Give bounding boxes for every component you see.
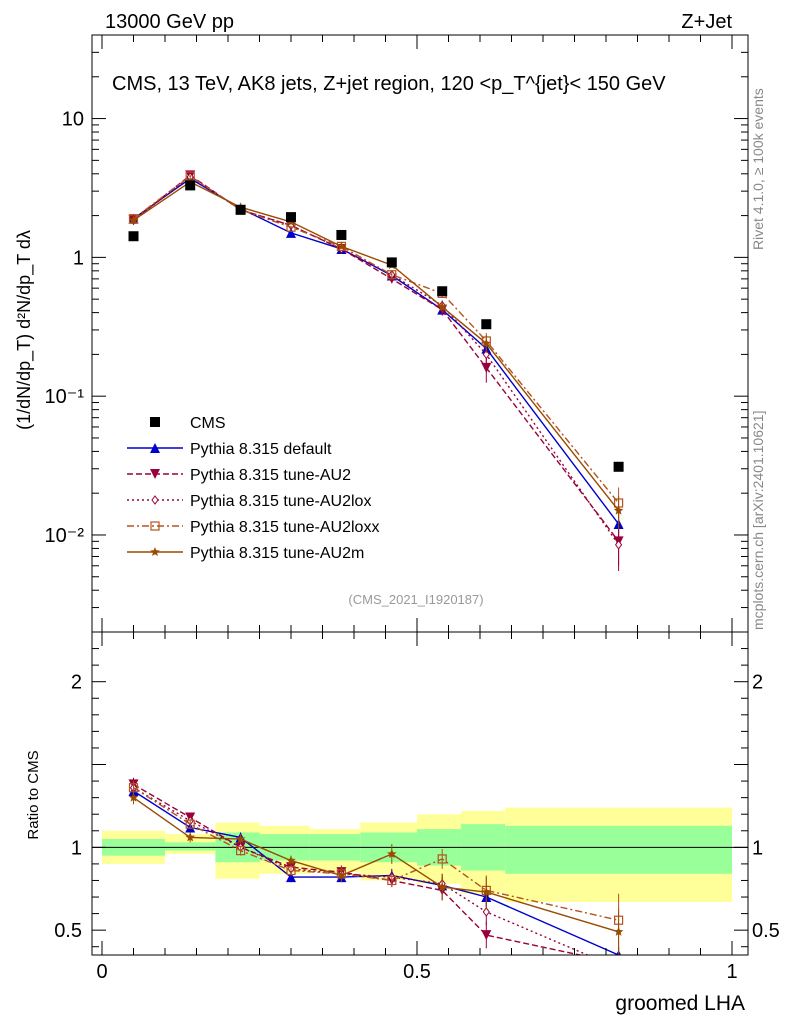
x-axis-label: groomed LHA <box>615 992 745 1015</box>
cms-point <box>128 231 139 242</box>
ratio-y-tick-label: 0.5 <box>54 920 82 942</box>
series-point <box>614 539 623 550</box>
cms-point <box>286 212 296 223</box>
ratio-point <box>387 849 397 858</box>
uncertainty-band-inner <box>165 842 216 851</box>
process-label: Z+Jet <box>681 11 732 33</box>
series-point <box>437 301 447 311</box>
ratio-point <box>481 887 492 897</box>
ratio-y-tick-label-right: 1 <box>752 837 763 859</box>
mcplots-label: mcplots.cern.ch [arXiv:2401.10621] <box>750 411 766 630</box>
rivet-label: Rivet 4.1.0, ≥ 100k events <box>750 88 766 250</box>
legend-marker <box>151 495 159 505</box>
ratio-point <box>616 964 622 972</box>
legend-marker <box>150 521 160 531</box>
cms-point <box>437 286 448 297</box>
legend-label: Pythia 8.315 tune-AU2loxx <box>190 519 379 536</box>
ratio-frame <box>91 631 749 956</box>
cms-point <box>481 319 492 330</box>
ratio-point <box>128 792 139 802</box>
ratio-y-tick-label-right: 2 <box>752 672 763 694</box>
legend-label: Pythia 8.315 tune-AU2lox <box>190 493 371 510</box>
cms-point <box>613 461 624 472</box>
ratio-point <box>236 846 246 856</box>
series-point <box>387 270 397 280</box>
series-line <box>133 181 620 511</box>
y-tick-label: 10 <box>62 109 84 131</box>
ratio-point <box>613 926 624 936</box>
ratio-point <box>185 819 195 829</box>
series-point <box>286 227 296 238</box>
ratio-point <box>437 882 447 892</box>
ratio-y-axis-label: Ratio to CMS <box>25 750 42 839</box>
ratio-point <box>437 854 447 864</box>
uncertainty-band-inner <box>505 825 732 874</box>
series-point <box>128 215 139 225</box>
ratio-panel: 2 2 1 1 0.5 0.5 Ratio to CMS 0 0.5 1 groomed LHA <box>25 631 780 1015</box>
series-point <box>481 338 492 348</box>
ratio-point <box>336 870 347 880</box>
ratio-point <box>482 907 490 917</box>
legend-label: Pythia 8.315 default <box>190 441 332 458</box>
y-tick-label: 1 <box>73 247 84 269</box>
ratio-point <box>481 930 492 941</box>
legend-marker <box>150 469 160 479</box>
ratio-point <box>614 958 624 968</box>
ratio-point <box>286 872 296 883</box>
ratio-point <box>286 865 296 876</box>
main-panel: 10 1 10⁻¹ 10⁻² CMS, 13 TeV, AK8 jets, Z+jet … <box>14 34 749 633</box>
cms-point <box>386 257 397 268</box>
ratio-bands-group <box>92 777 748 972</box>
series-line <box>133 176 620 546</box>
ratio-point <box>387 875 397 886</box>
ratio-y-tick-label: 1 <box>71 837 82 859</box>
series-line <box>133 175 620 504</box>
series-point <box>336 241 347 251</box>
cms-point <box>235 204 246 215</box>
legend: CMS Pythia 8.315 default Pythia 8.315 tune… <box>127 415 379 562</box>
energy-label: 13000 GeV pp <box>105 11 234 33</box>
legend-marker <box>150 547 160 556</box>
cms-point <box>336 229 347 240</box>
y-axis-label: (1/dN/dp_T) d²N/dp_T dλ <box>14 230 35 430</box>
y-tick-label: 10⁻¹ <box>45 386 85 408</box>
x-tick-label: 1 <box>726 961 737 983</box>
x-tick-label: 0 <box>96 961 107 983</box>
chart-title: CMS, 13 TeV, AK8 jets, Z+jet region, 120… <box>112 73 666 95</box>
y-tick-label: 10⁻² <box>45 525 85 547</box>
main-series-group <box>128 170 624 572</box>
ratio-point <box>185 832 195 842</box>
ratio-y-tick-label-right: 0.5 <box>752 920 780 942</box>
ratio-point <box>286 855 296 865</box>
legend-label: CMS <box>190 415 226 432</box>
legend-marker <box>150 443 160 453</box>
series-point <box>613 505 624 515</box>
legend-label: Pythia 8.315 tune-AU2m <box>190 545 364 562</box>
legend-label: Pythia 8.315 tune-AU2 <box>190 467 351 484</box>
legend-marker <box>150 417 160 427</box>
series-point <box>482 349 490 360</box>
main-frame <box>91 34 749 633</box>
ratio-point <box>235 834 246 844</box>
watermark: (CMS_2021_I1920187) <box>348 592 483 607</box>
series-line <box>133 174 620 542</box>
cms-point <box>185 180 196 191</box>
ratio-y-tick-label: 2 <box>71 672 82 694</box>
series-point <box>481 362 492 373</box>
x-tick-label: 0.5 <box>403 961 431 983</box>
